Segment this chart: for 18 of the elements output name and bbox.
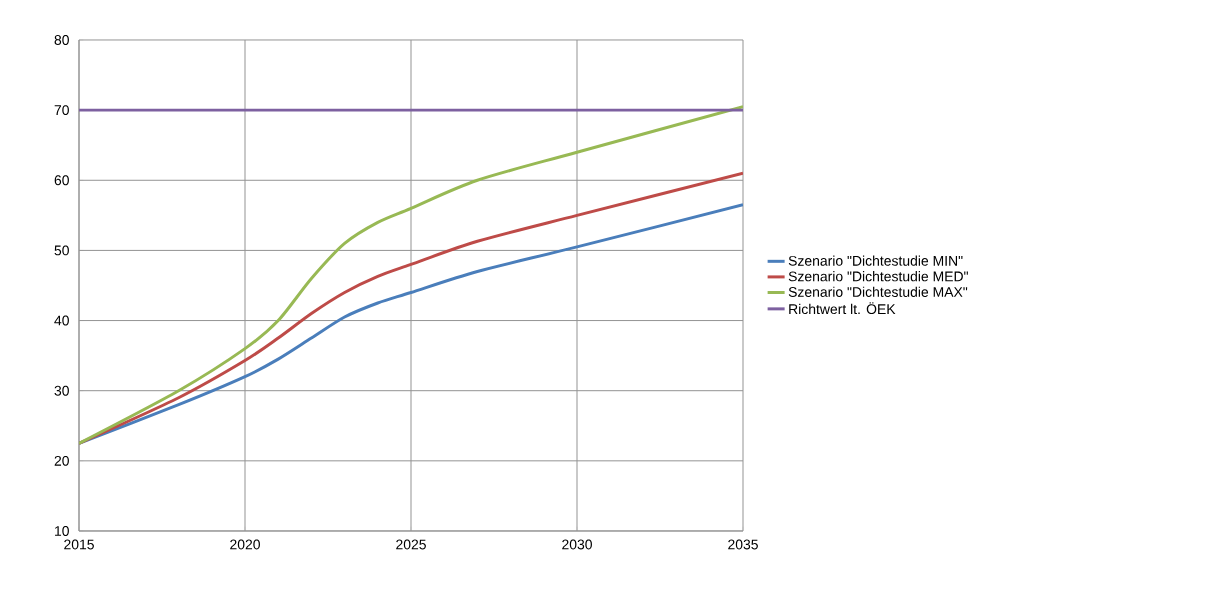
y-tick-label: 50 <box>54 245 69 256</box>
y-tick-label: 10 <box>55 526 69 536</box>
y-tick-label: 40 <box>54 315 69 326</box>
y-tick-label: 60 <box>54 175 69 186</box>
line-series <box>79 105 744 445</box>
legend-label: Richtwert lt. ÖEK <box>789 302 896 315</box>
legend-label: Szenario "Dichtestudie MED" <box>788 271 968 282</box>
y-tick-label: 30 <box>54 385 69 396</box>
legend-label: Szenario "Dichtestudie MIN" <box>788 255 963 266</box>
x-tick-label: 2020 <box>230 539 260 550</box>
x-tick-label: 2030 <box>562 539 592 550</box>
legend-label: Szenario "Dichtestudie MAX" <box>788 286 968 297</box>
y-tick-label: 80 <box>54 35 69 45</box>
y-tick-label: 20 <box>54 455 69 466</box>
x-tick-label: 2025 <box>396 539 426 550</box>
y-tick-label: 70 <box>54 105 69 116</box>
x-tick-label: 2015 <box>64 539 94 550</box>
x-tick-label: 2035 <box>728 539 758 550</box>
